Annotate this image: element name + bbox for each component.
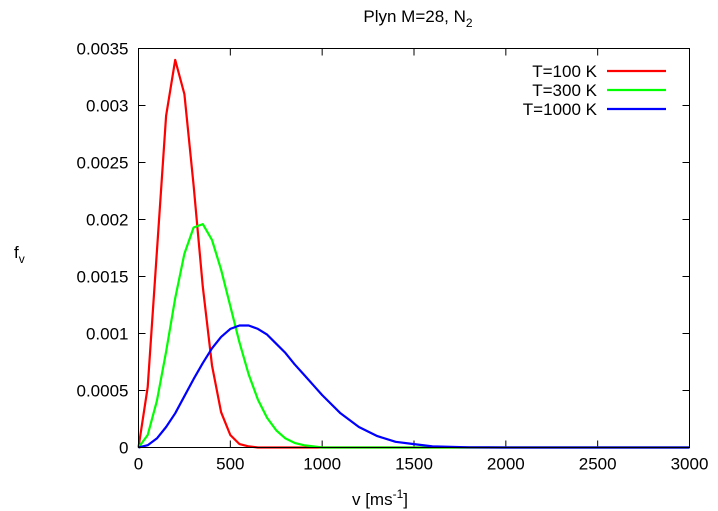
- y-tick-label: 0.002: [86, 211, 129, 230]
- x-tick-label: 500: [216, 455, 244, 474]
- y-tick-label: 0.003: [86, 97, 129, 116]
- y-axis-label: fv: [14, 243, 25, 266]
- x-tick-label: 2500: [579, 455, 617, 474]
- y-tick-label: 0.0005: [77, 382, 129, 401]
- legend-label: T=1000 K: [523, 100, 598, 119]
- x-tick-label: 0: [134, 455, 143, 474]
- series-lines: [137, 58, 690, 449]
- x-tick-label: 1500: [395, 455, 433, 474]
- legend-label: T=300 K: [532, 81, 597, 100]
- y-tick-label: 0.001: [86, 325, 129, 344]
- x-tick-label: 3000: [671, 455, 709, 474]
- y-tick-label: 0.0025: [77, 154, 129, 173]
- series-line-3: [138, 324, 690, 449]
- axis-ticks: [138, 48, 690, 448]
- x-axis-label: v [ms-1]: [352, 487, 408, 509]
- x-tick-label: 1000: [303, 455, 341, 474]
- series-line-1: [137, 58, 690, 449]
- y-axis-label-subscript: v: [19, 252, 25, 266]
- y-tick-label: 0.0035: [77, 40, 129, 59]
- x-tick-label: 2000: [487, 455, 525, 474]
- chart-title-subscript: 2: [466, 16, 473, 30]
- y-tick-label: 0: [119, 439, 128, 458]
- y-tick-label: 0.0015: [77, 268, 129, 287]
- plot-frame: [138, 48, 690, 448]
- chart-title: Plyn M=28, N2: [363, 7, 473, 30]
- legend-label: T=100 K: [532, 62, 597, 81]
- x-axis-label-superscript: -1: [393, 487, 404, 501]
- legend: T=100 KT=300 KT=1000 K: [523, 62, 666, 119]
- axis-tick-labels: 0 500 1000 1500 2000 2500 3000 0 0.0005 0.001 0.00…: [77, 40, 709, 474]
